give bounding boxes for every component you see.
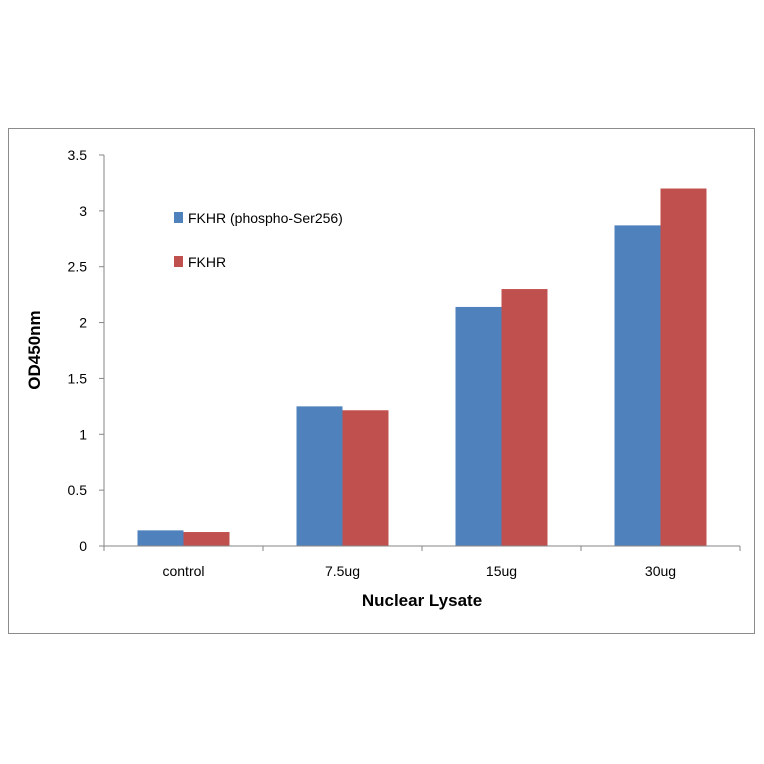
x-tick-label: 7.5ug	[325, 563, 360, 579]
legend-label: FKHR	[188, 254, 226, 270]
legend-label: FKHR (phospho-Ser256)	[188, 210, 343, 226]
x-tick-label: control	[162, 563, 204, 579]
y-tick-label: 2	[79, 315, 87, 331]
y-tick-label: 0.5	[68, 482, 88, 498]
y-tick-label: 3	[79, 203, 87, 219]
y-tick-label: 1.5	[68, 370, 88, 386]
y-tick-label: 3.5	[68, 147, 88, 163]
y-tick-label: 1	[79, 426, 87, 442]
bar-phospho-30ug	[614, 225, 661, 546]
y-tick-label: 0	[79, 538, 87, 554]
bar-phospho-7.5ug	[296, 406, 343, 546]
legend-swatch	[174, 256, 183, 267]
bar-total-7.5ug	[342, 410, 389, 546]
bar-phospho-15ug	[455, 306, 502, 546]
bar-total-30ug	[660, 188, 707, 546]
x-axis-label: Nuclear Lysate	[362, 591, 482, 610]
y-tick-label: 2.5	[68, 259, 88, 275]
bar-total-15ug	[501, 289, 548, 546]
bar-phospho-control	[137, 530, 184, 546]
chart-frame	[8, 128, 755, 634]
bar-total-control	[183, 532, 230, 546]
x-tick-label: 15ug	[486, 563, 517, 579]
y-axis-label: OD450nm	[25, 310, 44, 389]
x-tick-label: 30ug	[645, 563, 676, 579]
legend-swatch	[174, 212, 183, 223]
